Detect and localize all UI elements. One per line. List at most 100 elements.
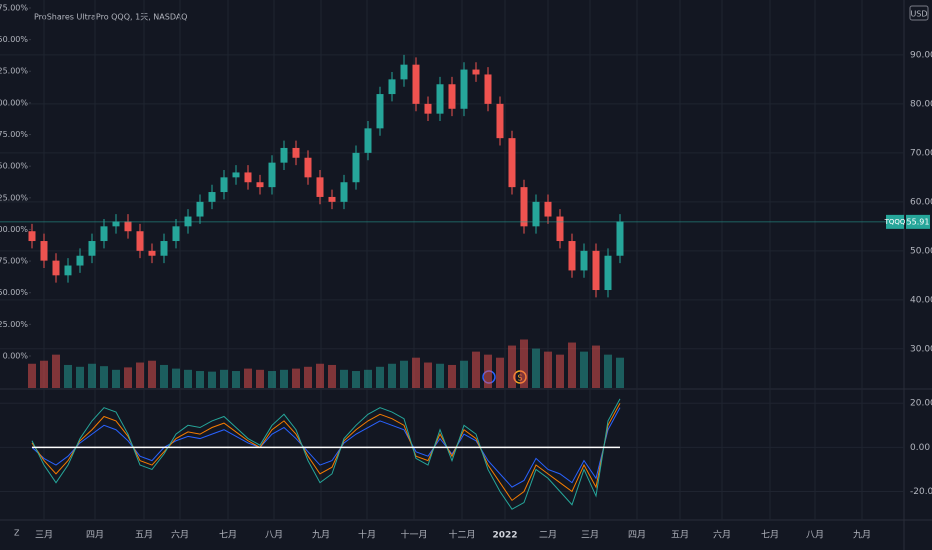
volume-bar: [28, 363, 36, 388]
candle-body: [436, 84, 444, 114]
left-tick-label: 275.00%: [0, 3, 28, 12]
candle-body: [136, 231, 144, 251]
candle-body: [88, 241, 96, 256]
volume-bar: [328, 364, 336, 388]
candle-body: [112, 221, 120, 227]
y-tick-label: 0.00: [910, 443, 930, 453]
candle-body: [328, 196, 336, 202]
candle-body: [400, 64, 408, 80]
y-tick-label: 20.00: [910, 399, 932, 409]
volume-bar: [592, 345, 600, 388]
candle-body: [544, 201, 552, 217]
price-badge: [906, 214, 930, 229]
volume-bar: [568, 342, 576, 388]
volume-bar: [40, 360, 48, 388]
time-label: 十月: [358, 529, 376, 541]
candle-body: [64, 265, 72, 276]
volume-bar: [364, 369, 372, 388]
volume-bar: [304, 366, 312, 388]
volume-bar: [616, 357, 624, 388]
volume-bar: [580, 351, 588, 388]
volume-bar: [268, 371, 276, 388]
time-label: 七月: [219, 530, 237, 541]
time-label: 八月: [265, 530, 283, 541]
volume-bar: [88, 363, 96, 388]
candle-body: [292, 147, 300, 158]
candle-body: [448, 84, 456, 109]
y-tick-label: 40.00: [910, 295, 932, 305]
candle-body: [484, 74, 492, 104]
time-label: 九月: [312, 530, 330, 541]
y-tick-label: 30.00: [910, 344, 932, 354]
time-label: 六月: [171, 529, 189, 541]
scale-icon[interactable]: Z: [14, 529, 20, 538]
currency-box[interactable]: [909, 5, 929, 21]
currency[interactable]: USD: [910, 10, 927, 19]
volume-bar: [100, 366, 108, 388]
candle-body: [472, 69, 480, 75]
volume-bar: [52, 354, 60, 388]
oscillator-line: [31, 407, 621, 488]
candle-body: [268, 162, 276, 188]
left-tick-label: 200.00%: [0, 98, 28, 107]
time-label: 十二月: [448, 529, 475, 541]
volume-bar: [556, 354, 564, 388]
volume-bar: [208, 371, 216, 388]
volume-bar: [604, 354, 612, 388]
candle-body: [616, 221, 624, 256]
candle-body: [352, 152, 360, 183]
volume-bar: [184, 369, 192, 388]
left-tick-label: 150.00%: [0, 162, 28, 171]
time-label: 六月: [713, 529, 731, 541]
candle-body: [604, 255, 612, 291]
candle-body: [160, 241, 168, 256]
oscillator-line: [31, 398, 621, 510]
volume-bar: [64, 364, 72, 388]
left-tick-label: 50.00%: [0, 288, 28, 297]
volume-bar: [544, 351, 552, 388]
candle-body: [76, 255, 84, 266]
left-tick-label: 250.00%: [0, 35, 28, 44]
candle-body: [196, 201, 204, 217]
candle-body: [40, 241, 48, 261]
volume-bar: [496, 357, 504, 388]
time-label: 三月: [581, 530, 599, 541]
time-label: 九月: [853, 530, 871, 541]
time-label: 四月: [86, 530, 104, 541]
volume-bar: [220, 369, 228, 388]
volume-bar: [292, 368, 300, 388]
time-label: 四月: [628, 530, 646, 541]
y-tick-label: 60.00: [910, 197, 932, 207]
volume-bar: [232, 371, 240, 388]
candle-body: [208, 192, 216, 202]
y-tick-label: -20.00: [910, 487, 932, 497]
volume-bar: [484, 354, 492, 388]
chart-title: ProShares UltraPro QQQ, 1天, NASDAQ: [34, 13, 187, 22]
candle-body: [520, 187, 528, 227]
candle-body: [496, 103, 504, 139]
candle-body: [52, 260, 60, 276]
volume-bar: [376, 366, 384, 388]
candle-body: [184, 216, 192, 227]
candle-body: [280, 147, 288, 163]
candle-body: [304, 157, 312, 178]
volume-bar: [460, 360, 468, 388]
left-tick-label: 75.00%: [0, 257, 28, 266]
candle-body: [424, 103, 432, 114]
left-tick-label: 175.00%: [0, 130, 28, 139]
candle-body: [148, 250, 156, 256]
symbol-badge: [886, 214, 904, 229]
time-label: 二月: [539, 530, 557, 541]
candle-body: [556, 216, 564, 242]
candle-body: [232, 172, 240, 178]
y-tick-label: 80.00: [910, 99, 932, 109]
volume-bar: [412, 357, 420, 388]
time-label: 七月: [761, 530, 779, 541]
price-label: 55.91: [907, 217, 930, 226]
candle-body: [376, 94, 384, 129]
left-tick-label: 25.00%: [0, 320, 28, 329]
volume-bar: [520, 339, 528, 388]
volume-bar: [436, 363, 444, 388]
